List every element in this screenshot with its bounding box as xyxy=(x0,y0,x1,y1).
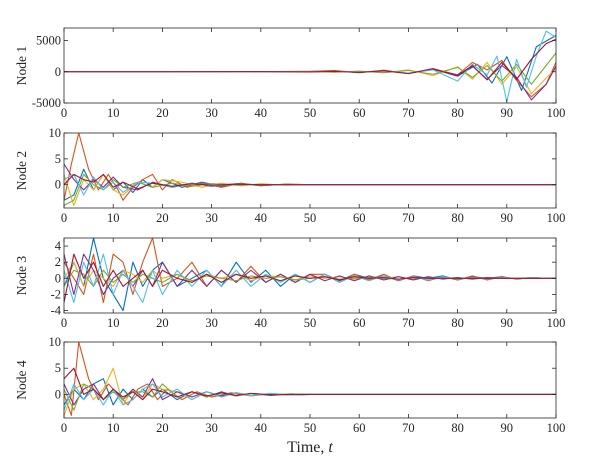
y-tick-label: 0 xyxy=(55,387,61,401)
y-tick-label: 0 xyxy=(55,271,61,285)
x-tick-label: 70 xyxy=(402,421,415,435)
x-tick-label: 90 xyxy=(501,106,514,120)
y-axis-label: Node 3 xyxy=(14,256,29,296)
x-tick-label: 50 xyxy=(304,211,317,225)
x-tick-label: 40 xyxy=(255,421,268,435)
x-tick-label: 90 xyxy=(501,421,514,435)
y-tick-label: 10 xyxy=(49,335,62,349)
x-tick-label: 90 xyxy=(501,211,514,225)
y-tick-label: 0 xyxy=(55,178,61,192)
x-tick-label: 10 xyxy=(107,106,120,120)
x-tick-label: 10 xyxy=(107,316,120,330)
y-axis-label: Node 4 xyxy=(14,360,29,400)
series-line-6 xyxy=(64,383,556,411)
y-tick-label: 5000 xyxy=(36,34,61,48)
x-axis-label-text: Time, xyxy=(287,439,328,456)
y-tick-label: 0 xyxy=(55,65,61,79)
series-group xyxy=(64,238,556,312)
series-line-7 xyxy=(64,38,556,81)
x-tick-label: 30 xyxy=(205,211,218,225)
x-tick-label: 70 xyxy=(402,211,415,225)
series-line-2 xyxy=(64,238,556,304)
x-tick-label: 60 xyxy=(353,316,366,330)
y-axis-label: Node 2 xyxy=(14,151,29,190)
series-line-5 xyxy=(64,383,556,411)
x-tick-label: 0 xyxy=(61,316,67,330)
y-tick-label: -5000 xyxy=(32,96,61,110)
x-tick-label: 40 xyxy=(255,211,268,225)
x-tick-label: 30 xyxy=(205,421,218,435)
series-line-7 xyxy=(64,367,556,401)
x-tick-label: 10 xyxy=(107,421,120,435)
y-tick-label: 5 xyxy=(55,361,61,375)
x-tick-label: 80 xyxy=(451,316,464,330)
x-tick-label: 10 xyxy=(107,211,120,225)
series-line-7 xyxy=(64,253,556,303)
series-line-6 xyxy=(64,30,556,103)
y-tick-label: -2 xyxy=(51,287,61,301)
x-tick-label: 60 xyxy=(353,106,366,120)
series-line-1 xyxy=(64,35,556,92)
x-tick-label: 60 xyxy=(353,211,366,225)
series-group xyxy=(64,30,556,103)
x-tick-label: 0 xyxy=(61,106,67,120)
x-axis-label-var: t xyxy=(328,439,333,456)
x-tick-label: 100 xyxy=(547,106,566,120)
y-tick-label: 4 xyxy=(55,239,62,253)
x-tick-label: 40 xyxy=(255,316,268,330)
x-tick-label: 100 xyxy=(547,316,566,330)
y-tick-label: 10 xyxy=(49,126,62,140)
y-axis-label: Node 1 xyxy=(14,46,29,85)
y-tick-label: -4 xyxy=(51,304,62,318)
series-group xyxy=(64,342,556,416)
series-group xyxy=(64,133,556,206)
x-tick-label: 30 xyxy=(205,106,218,120)
x-tick-label: 20 xyxy=(156,106,169,120)
x-axis-label: Time, t xyxy=(287,439,333,456)
x-tick-label: 80 xyxy=(451,106,464,120)
x-tick-label: 70 xyxy=(402,316,415,330)
x-tick-label: 80 xyxy=(451,211,464,225)
x-tick-label: 50 xyxy=(304,421,317,435)
x-tick-label: 90 xyxy=(501,316,514,330)
x-tick-label: 100 xyxy=(547,211,566,225)
x-tick-label: 50 xyxy=(304,316,317,330)
x-tick-label: 50 xyxy=(304,106,317,120)
x-tick-label: 20 xyxy=(156,421,169,435)
x-tick-label: 20 xyxy=(156,211,169,225)
x-tick-label: 100 xyxy=(547,421,566,435)
x-tick-label: 70 xyxy=(402,106,415,120)
axes-box xyxy=(63,132,557,209)
x-tick-label: 0 xyxy=(61,211,67,225)
series-line-2 xyxy=(64,342,556,416)
x-tick-label: 30 xyxy=(205,316,218,330)
x-tick-label: 60 xyxy=(353,421,366,435)
y-tick-label: 5 xyxy=(55,152,61,166)
x-tick-label: 0 xyxy=(61,421,67,435)
x-tick-label: 40 xyxy=(255,106,268,120)
axes-box xyxy=(63,341,557,419)
x-tick-label: 20 xyxy=(156,316,169,330)
series-line-2 xyxy=(64,59,556,98)
axes-box xyxy=(63,27,557,104)
y-tick-label: 2 xyxy=(55,255,61,269)
x-tick-label: 80 xyxy=(451,421,464,435)
series-line-7 xyxy=(64,173,556,190)
